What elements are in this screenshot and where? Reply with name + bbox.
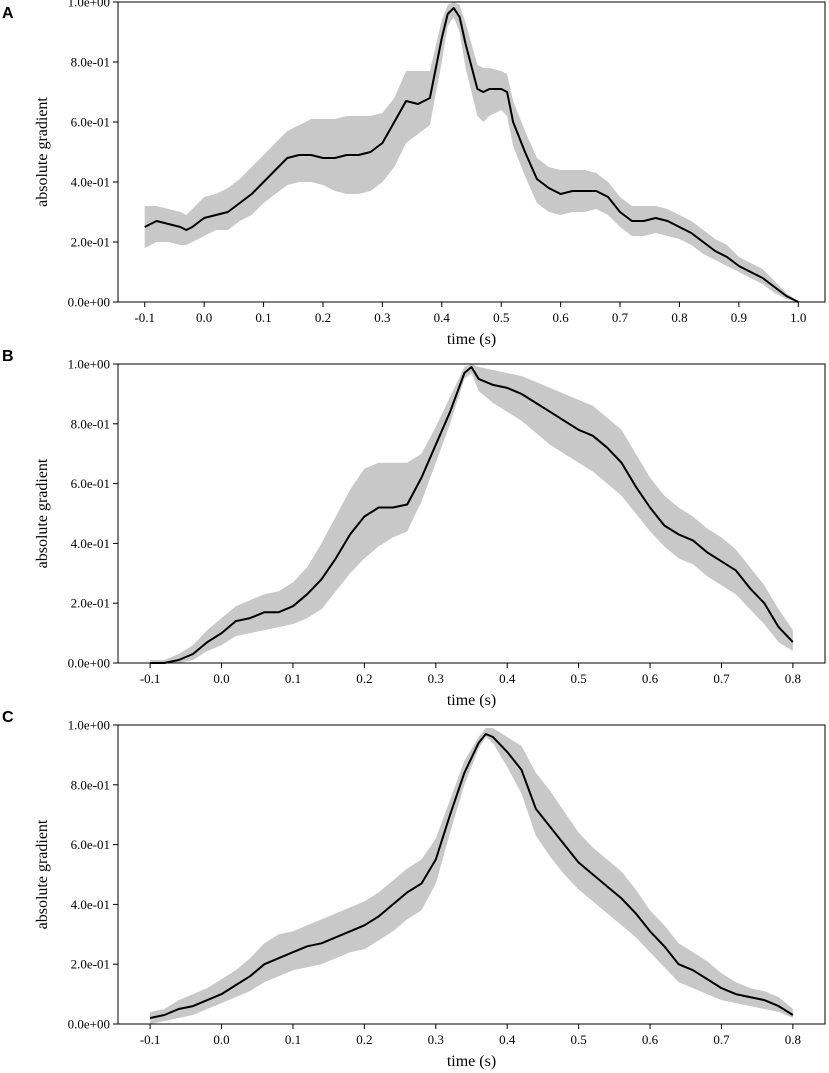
mean-line xyxy=(150,366,794,664)
plot-frame xyxy=(117,724,826,1025)
y-axis-title: absolute gradient xyxy=(34,97,51,207)
x-tick-label: -0.1 xyxy=(140,671,161,686)
x-axis-title: time (s) xyxy=(447,1053,496,1070)
x-tick-label: 0.4 xyxy=(434,310,451,325)
x-tick-label: 0.5 xyxy=(570,1032,586,1047)
y-tick-label: 4.0e-01 xyxy=(71,897,110,912)
x-axis-title: time (s) xyxy=(447,331,496,348)
x-axis-title: time (s) xyxy=(447,692,496,709)
confidence-band xyxy=(150,364,793,663)
x-tick-label: 0.4 xyxy=(499,671,516,686)
y-axis-title: absolute gradient xyxy=(34,819,51,929)
x-tick-label: 0.4 xyxy=(499,1032,516,1047)
x-tick-label: 0.6 xyxy=(642,1032,659,1047)
plot-frame xyxy=(117,363,826,664)
y-tick-label: 6.0e-01 xyxy=(71,476,110,491)
x-tick-label: 0.3 xyxy=(428,1032,444,1047)
x-tick-label: 0.8 xyxy=(671,310,687,325)
panel-b: -0.1 0.0 0.1 0.2 0.3 0.4 0.5 0.6 0.7 0.8 0.0e+00 2.… xyxy=(2,348,826,709)
x-tick-label: 0.1 xyxy=(255,310,271,325)
x-tick-label: 0.7 xyxy=(713,1032,730,1047)
panel-c: -0.1 0.0 0.1 0.2 0.3 0.4 0.5 0.6 0.7 0.8 0.0e+00 2.… xyxy=(2,709,826,1070)
x-tick-label: 0.2 xyxy=(356,671,372,686)
x-tick-label: 0.2 xyxy=(315,310,331,325)
confidence-band xyxy=(150,728,793,1024)
x-tick-label: 0.2 xyxy=(356,1032,372,1047)
y-axis-title: absolute gradient xyxy=(34,458,51,568)
x-tick-label: -0.1 xyxy=(140,1032,161,1047)
y-tick-label: 8.0e-01 xyxy=(71,777,110,792)
y-tick-label: 1.0e+00 xyxy=(68,0,110,10)
mean-line xyxy=(149,733,794,1019)
x-tick-label: 0.7 xyxy=(713,671,730,686)
y-tick-label: 2.0e-01 xyxy=(71,235,110,250)
x-tick-label: 0.9 xyxy=(731,310,747,325)
x-tick-label: 0.5 xyxy=(570,671,586,686)
x-tick-label: 0.8 xyxy=(785,1032,801,1047)
x-tick-label: 0.3 xyxy=(428,671,444,686)
y-tick-label: 1.0e+00 xyxy=(68,357,110,372)
y-tick-label: 8.0e-01 xyxy=(71,416,110,431)
y-tick-label: 4.0e-01 xyxy=(71,536,110,551)
panel-label: B xyxy=(2,348,14,365)
x-tick-label: 0.1 xyxy=(285,671,301,686)
plot-frame xyxy=(117,1,826,303)
x-tick-label: 0.5 xyxy=(493,310,509,325)
x-tick-label: 0.7 xyxy=(612,310,629,325)
y-tick-label: 2.0e-01 xyxy=(71,596,110,611)
y-tick-label: 8.0e-01 xyxy=(71,55,110,70)
confidence-band xyxy=(144,2,799,302)
y-tick-label: 0.0e+00 xyxy=(68,656,110,671)
x-tick-label: 0.0 xyxy=(213,671,229,686)
panel-a: -0.1 0.0 0.1 0.2 0.3 0.4 0.5 0.6 0.7 0.8 0.9 1.0 0.0… xyxy=(2,0,826,348)
x-tick-label: 0.6 xyxy=(642,671,659,686)
x-tick-label: 0.3 xyxy=(374,310,390,325)
x-tick-label: 0.6 xyxy=(552,310,569,325)
y-tick-label: 1.0e+00 xyxy=(68,718,110,733)
y-tick-label: 0.0e+00 xyxy=(68,1017,110,1032)
x-tick-label: 1.0 xyxy=(790,310,806,325)
x-tick-label: 0.0 xyxy=(213,1032,229,1047)
x-tick-label: -0.1 xyxy=(134,310,155,325)
y-tick-label: 2.0e-01 xyxy=(71,957,110,972)
x-tick-label: 0.8 xyxy=(785,671,801,686)
y-tick-label: 0.0e+00 xyxy=(68,295,110,310)
mean-line xyxy=(144,7,799,303)
panel-label: C xyxy=(2,709,14,726)
y-tick-label: 4.0e-01 xyxy=(71,175,110,190)
x-tick-label: 0.0 xyxy=(196,310,212,325)
y-tick-label: 6.0e-01 xyxy=(71,837,110,852)
x-tick-label: 0.1 xyxy=(285,1032,301,1047)
panel-label: A xyxy=(2,5,14,22)
y-tick-label: 6.0e-01 xyxy=(71,115,110,130)
